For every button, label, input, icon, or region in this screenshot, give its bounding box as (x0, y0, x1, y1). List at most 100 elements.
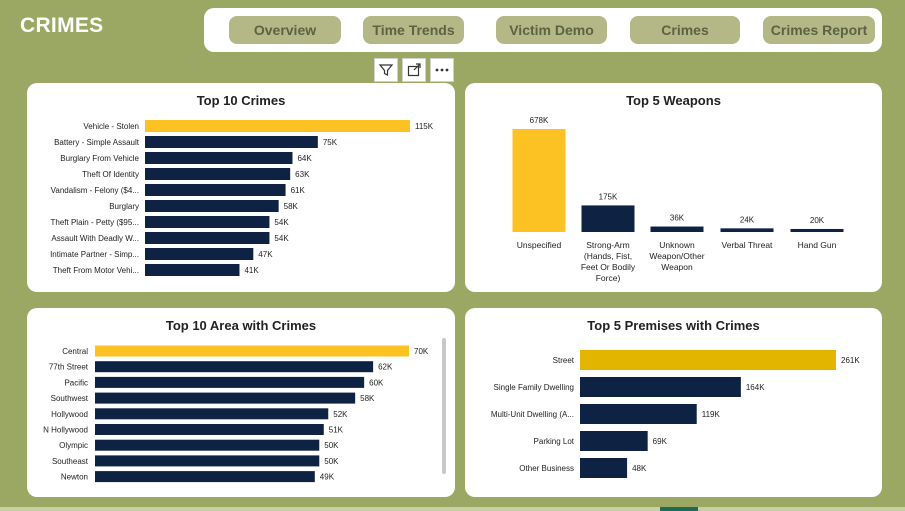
data-label: 64K (297, 154, 312, 163)
data-label: 58K (284, 202, 299, 211)
category-label: Burglary (109, 202, 139, 211)
nav-victim-demo-button[interactable]: Victim Demo (496, 16, 607, 44)
category-label: Verbal Threat (722, 240, 774, 250)
bar (580, 350, 836, 370)
category-label: Strong-Arm (586, 240, 629, 250)
category-label: Multi-Unit Dwelling (A... (491, 410, 574, 419)
category-label: Intimate Partner - Simp... (50, 250, 139, 259)
category-label: Pacific (64, 378, 88, 387)
category-label: Unknown (659, 240, 695, 250)
data-label: 261K (841, 356, 860, 365)
page-tabs-strip (0, 507, 905, 511)
bar (95, 455, 320, 467)
data-label: 678K (530, 116, 549, 125)
bar (580, 431, 648, 451)
more-options-icon[interactable] (430, 58, 454, 82)
category-label: N Hollywood (43, 426, 88, 435)
data-label: 48K (632, 464, 647, 473)
category-label: Vehicle - Stolen (83, 122, 139, 131)
top-area-title: Top 10 Area with Crimes (165, 318, 317, 333)
top-weapons-panel: Top 5 Weapons 678K Unspecified 175K Strong-… (465, 83, 882, 292)
bar (581, 205, 635, 232)
category-label: (Hands, Fist, (584, 251, 632, 261)
category-label: Olympic (59, 441, 88, 450)
nav-crimes-report-button[interactable]: Crimes Report (763, 16, 875, 44)
top-area-chart: Central 70K 77th Street 62K Pacific 60K Southw… (43, 345, 429, 483)
top-crimes-title: Top 10 Crimes (196, 93, 286, 108)
focus-mode-icon[interactable] (402, 58, 426, 82)
bar (145, 120, 410, 132)
data-label: 115K (415, 122, 434, 131)
category-label: Single Family Dwelling (494, 383, 574, 392)
data-label: 50K (324, 441, 339, 450)
data-label: 52K (333, 410, 348, 419)
top-premises-panel: Top 5 Premises with Crimes Street 261K Sin… (465, 308, 882, 497)
category-label: Central (62, 347, 88, 356)
bar (512, 129, 566, 232)
nav-time-trends-button[interactable]: Time Trends (363, 16, 464, 44)
category-label: Burglary From Vehicle (60, 154, 139, 163)
top-crimes-chart: Vehicle - Stolen 115K Battery - Simple Ass… (50, 120, 434, 276)
category-label: 77th Street (49, 363, 89, 372)
data-label: 51K (329, 426, 344, 435)
category-label: Force) (596, 273, 621, 283)
data-label: 24K (740, 215, 755, 224)
category-label: Southwest (51, 394, 89, 403)
data-label: 36K (670, 214, 685, 223)
category-label: Hollywood (51, 410, 88, 419)
data-label: 119K (702, 410, 721, 419)
bar (95, 439, 320, 451)
category-label: Southeast (52, 457, 89, 466)
bar (720, 228, 774, 232)
category-label: Weapon/Other (649, 251, 704, 261)
data-label: 54K (274, 234, 289, 243)
bar (145, 152, 293, 164)
top-premises-chart: Street 261K Single Family Dwelling 164K Mult… (491, 350, 860, 478)
data-label: 58K (360, 394, 375, 403)
bar (145, 264, 240, 276)
category-label: Vandalism - Felony ($4... (51, 186, 139, 195)
bar (145, 232, 270, 244)
category-label: Hand Gun (798, 240, 837, 250)
top-weapons-title: Top 5 Weapons (626, 93, 721, 108)
bar (95, 392, 356, 404)
data-label: 60K (369, 378, 384, 387)
bar (145, 136, 318, 148)
filter-icon[interactable] (374, 58, 398, 82)
bar (650, 226, 704, 232)
data-label: 75K (323, 138, 338, 147)
active-page-indicator (660, 507, 698, 511)
bar (580, 404, 697, 424)
data-label: 63K (295, 170, 310, 179)
nav-overview-button[interactable]: Overview (229, 16, 341, 44)
nav-crimes-button[interactable]: Crimes (630, 16, 740, 44)
bar (145, 248, 254, 260)
bar (580, 458, 628, 478)
data-label: 164K (746, 383, 765, 392)
bar (145, 168, 291, 180)
data-label: 41K (244, 266, 259, 275)
data-label: 70K (414, 347, 429, 356)
bar (95, 361, 374, 373)
area-chart-scrollbar[interactable] (442, 338, 446, 474)
category-label: Battery - Simple Assault (54, 138, 140, 147)
category-label: Theft Of Identity (82, 170, 139, 179)
nav-bar: Overview Time Trends Victim Demo Crimes … (204, 8, 882, 52)
bar (145, 200, 279, 212)
data-label: 175K (599, 192, 618, 201)
bar (95, 471, 315, 483)
data-label: 69K (653, 437, 668, 446)
category-label: Assault With Deadly W... (51, 234, 139, 243)
top-crimes-panel: Top 10 Crimes Vehicle - Stolen 115K Batter… (27, 83, 455, 292)
bar (145, 216, 270, 228)
bar (145, 184, 286, 196)
category-label: Feet Or Bodily (581, 262, 636, 272)
data-label: 47K (258, 250, 273, 259)
top-weapons-chart: 678K Unspecified 175K Strong-Arm(Hands, Fis… (512, 116, 844, 283)
bar (790, 228, 844, 232)
bar (95, 424, 324, 435)
data-label: 20K (810, 216, 825, 225)
category-label: Parking Lot (534, 437, 575, 446)
category-label: Weapon (661, 262, 693, 272)
top-premises-title: Top 5 Premises with Crimes (587, 318, 760, 333)
